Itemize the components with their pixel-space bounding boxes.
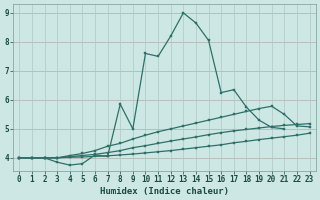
X-axis label: Humidex (Indice chaleur): Humidex (Indice chaleur) (100, 187, 229, 196)
